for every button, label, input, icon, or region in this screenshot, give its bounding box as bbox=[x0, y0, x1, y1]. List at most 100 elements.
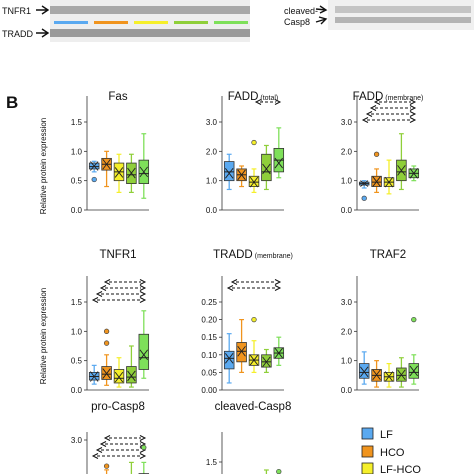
y-tick-label: 0.0 bbox=[71, 206, 83, 215]
mean-marker-icon bbox=[360, 366, 369, 378]
y-tick-label: 0.0 bbox=[341, 206, 353, 215]
outlier-point bbox=[103, 340, 110, 346]
legend: LF HCO LF-HCO bbox=[361, 427, 421, 474]
mean-marker-icon bbox=[249, 176, 259, 188]
arrow-right-icon bbox=[409, 117, 417, 123]
box-4 bbox=[408, 165, 420, 182]
y-tick-label: 2.0 bbox=[341, 327, 353, 336]
y-tick-label: 0.20 bbox=[201, 316, 217, 325]
legend-swatch-hco bbox=[361, 445, 374, 458]
arrow-right-icon bbox=[409, 105, 417, 111]
box-3 bbox=[263, 469, 269, 474]
mean-marker-icon bbox=[384, 371, 394, 382]
chart-title-main: FADD bbox=[228, 91, 259, 103]
box-1 bbox=[101, 328, 112, 386]
y-tick-label: 1.0 bbox=[341, 177, 353, 186]
legend-label-lf-hco: LF-HCO bbox=[380, 464, 421, 474]
y-axis-title: Relative protein expression bbox=[39, 288, 48, 385]
mean-marker-icon bbox=[384, 176, 394, 188]
y-tick-label: 0.0 bbox=[71, 386, 83, 395]
blot-label-cleaved: cleaved- bbox=[284, 6, 318, 16]
mean-marker-icon bbox=[127, 167, 136, 179]
panel-label: B bbox=[6, 93, 18, 112]
box-4 bbox=[138, 133, 150, 199]
chart-title-main: TRADD bbox=[213, 249, 253, 261]
box-0 bbox=[88, 364, 100, 385]
blot-band-casp8 bbox=[335, 17, 471, 23]
box-chart-3: TNFR1 0.0 0.5 1.0 1.5 bbox=[71, 249, 150, 395]
outlier-point bbox=[251, 139, 257, 146]
chart-title-main: pro-Casp8 bbox=[91, 401, 145, 413]
blot-lane-marker bbox=[134, 21, 168, 24]
arrow-left-icon bbox=[95, 447, 103, 453]
legend-label-lf: LF bbox=[380, 429, 393, 441]
box-4 bbox=[273, 336, 285, 366]
blot-band-casp8 bbox=[335, 6, 471, 13]
arrow-left-icon bbox=[373, 99, 381, 105]
y-tick-label: 0.5 bbox=[71, 357, 83, 366]
outlier-point bbox=[276, 468, 282, 474]
box-3 bbox=[261, 348, 272, 373]
mean-marker-icon bbox=[237, 346, 246, 357]
box-body bbox=[126, 366, 137, 384]
blot-arrow-icon bbox=[36, 28, 50, 38]
arrow-left-icon bbox=[103, 279, 111, 285]
box-3 bbox=[396, 357, 407, 388]
box-chart-5: TRAF2 0.0 1.0 2.0 3.0 bbox=[341, 249, 420, 395]
mean-marker-icon bbox=[90, 371, 99, 382]
legend-swatch-lf bbox=[361, 427, 374, 440]
arrow-left-icon bbox=[254, 99, 262, 105]
box-body bbox=[223, 161, 235, 182]
outlier-point bbox=[411, 316, 417, 323]
outlier-point bbox=[103, 463, 110, 469]
y-tick-label: 1.0 bbox=[206, 177, 218, 186]
arrow-right-icon bbox=[139, 279, 147, 285]
y-tick-label: 0.0 bbox=[341, 386, 353, 395]
chart-title: FADD (total) bbox=[228, 91, 279, 103]
outlier-point bbox=[361, 195, 367, 201]
box-1 bbox=[371, 151, 382, 193]
box-0 bbox=[358, 180, 370, 201]
box-3 bbox=[128, 461, 134, 474]
blot-label-tnfr1: TNFR1 bbox=[2, 6, 31, 16]
mean-marker-icon bbox=[397, 165, 406, 176]
y-tick-label: 0.5 bbox=[71, 177, 83, 186]
y-tick-label: 0.0 bbox=[206, 206, 218, 215]
mean-marker-icon bbox=[237, 169, 246, 181]
western-blot: TNFR1 TRADD cleaved- Casp8 bbox=[2, 0, 474, 42]
box-4 bbox=[408, 316, 420, 385]
chart-title: cleaved-Casp8 bbox=[215, 401, 292, 413]
arrow-right-icon bbox=[274, 99, 282, 105]
y-tick-label: 2.0 bbox=[341, 147, 353, 156]
box-3 bbox=[396, 133, 407, 191]
y-tick-label: 1.0 bbox=[71, 327, 83, 336]
arrow-right-icon bbox=[409, 99, 417, 105]
box-chart-4: TRADD (membrane) 0.00 0.05 0.10 0.15 0.20 0.25 bbox=[201, 249, 292, 395]
y-tick-label: 1.5 bbox=[71, 298, 83, 307]
box-body bbox=[113, 369, 125, 384]
arrow-left-icon bbox=[99, 285, 107, 291]
y-tick-label: 3.0 bbox=[341, 298, 353, 307]
box-chart-0: Fas 0.0 0.5 1.0 1.5 bbox=[71, 91, 150, 215]
y-tick-label: 1.5 bbox=[206, 458, 218, 467]
box-body bbox=[261, 153, 272, 182]
arrow-left-icon bbox=[369, 105, 377, 111]
y-tick-label: 3.0 bbox=[206, 118, 218, 127]
arrow-right-icon bbox=[139, 453, 147, 459]
box-2 bbox=[248, 139, 260, 193]
box-4 bbox=[273, 127, 285, 179]
box-2 bbox=[113, 357, 125, 388]
box-body bbox=[223, 350, 235, 370]
chart-title-main: cleaved-Casp8 bbox=[215, 401, 292, 413]
mean-marker-icon bbox=[274, 157, 283, 169]
arrow-left-icon bbox=[230, 279, 238, 285]
outlier-point bbox=[91, 176, 97, 183]
box-1 bbox=[236, 165, 247, 188]
arrow-left-icon bbox=[226, 285, 234, 291]
chart-title: TRAF2 bbox=[370, 249, 406, 261]
mean-marker-icon bbox=[114, 371, 124, 383]
mean-marker-icon bbox=[409, 168, 418, 179]
mean-marker-icon bbox=[262, 163, 271, 175]
chart-title: TRADD (membrane) bbox=[213, 249, 293, 261]
